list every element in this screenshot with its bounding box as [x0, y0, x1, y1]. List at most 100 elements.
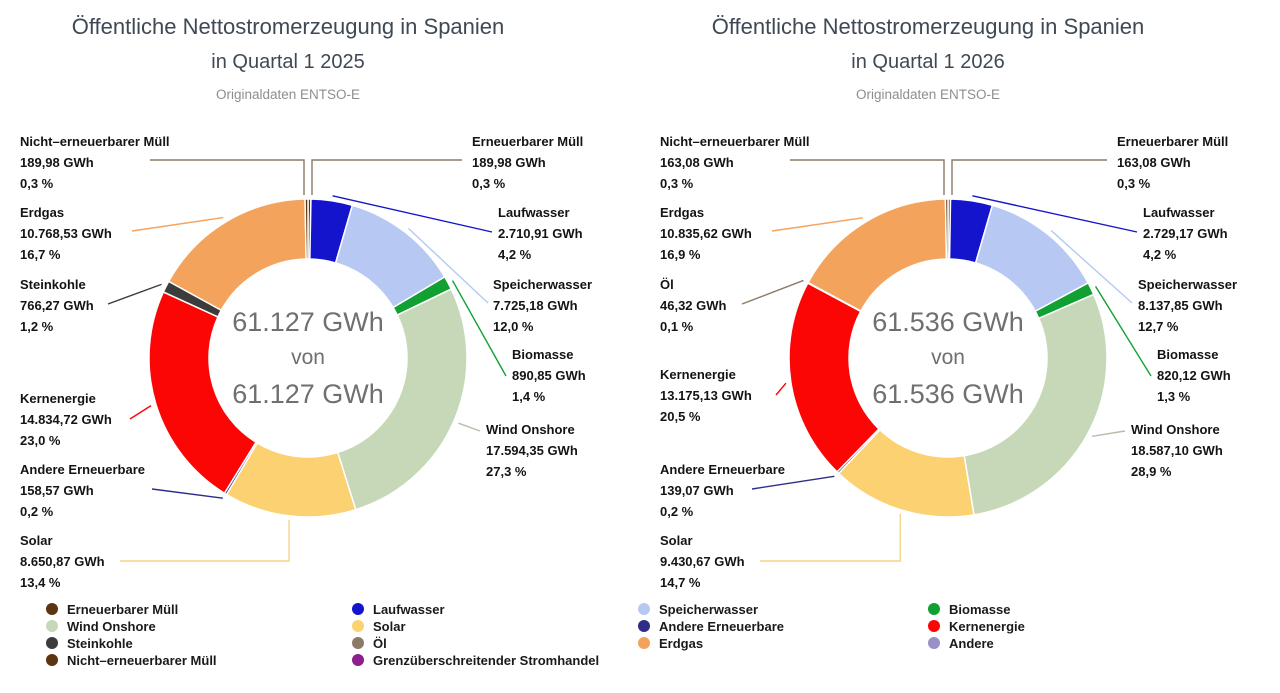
segment-name: Wind Onshore [1131, 422, 1220, 437]
chart2-center-total: 61.536 GWh von 61.536 GWh [828, 304, 1068, 412]
segment-percent: 1,2 % [20, 319, 54, 334]
legend-label: Öl [373, 635, 387, 651]
leader-line-ol-chart2 [741, 279, 804, 305]
legend-label: Steinkohle [67, 635, 133, 651]
leader-line-wind-onshore-chart1 [458, 422, 481, 432]
chart2-center-line1: 61.536 GWh [872, 307, 1024, 337]
segment-value: 10.835,62 GWh [660, 226, 752, 241]
legend-label: Erdgas [659, 635, 704, 651]
chart2-title: Öffentliche Nettostromerzeugung in Spani… [648, 14, 1208, 103]
leader-line-wind-onshore-chart2 [1091, 430, 1126, 437]
leader-line-kernenergie-chart1 [129, 405, 152, 420]
legend-item-nicht-erneuerbarer-mull[interactable]: Nicht–erneuerbarer Müll [46, 653, 217, 668]
leader-line-erdgas-chart1 [131, 216, 224, 232]
label-kernenergie-chart2: Kernenergie 13.175,13 GWh 20,5 % [660, 364, 752, 427]
legend-item-laufwasser[interactable]: Laufwasser [352, 601, 445, 617]
label-erdgas-chart1: Erdgas 10.768,53 GWh 16,7 % [20, 202, 112, 265]
leader-line-andere-erneuerbare-chart1 [151, 488, 223, 499]
segment-name: Erneuerbarer Müll [1117, 134, 1229, 149]
segment-value: 46,32 GWh [660, 298, 727, 313]
label-solar-chart1: Solar 8.650,87 GWh 13,4 % [20, 530, 105, 593]
legend-item-biomasse[interactable]: Biomasse [928, 602, 1010, 617]
label-speicherwasser-chart1: Speicherwasser 7.725,18 GWh 12,0 % [493, 274, 592, 337]
legend-item-andere[interactable]: Andere [928, 636, 994, 651]
chart2-center-line2: von [931, 346, 965, 369]
leader-line-nicht-erneuerbarer-mull-chart1 [150, 159, 305, 195]
segment-nicht-erneuerbarer-mull-chart2[interactable] [944, 198, 949, 260]
legend-dot-erneuerbarer-mull [46, 603, 58, 615]
leader-line-erneuerbarer-mull-chart1 [311, 159, 462, 195]
segment-percent: 20,5 % [660, 409, 701, 424]
leader-line-biomasse-chart2 [1094, 286, 1152, 377]
label-nicht-erneuerbarer-mull-chart2: Nicht–erneuerbarer Müll 163,08 GWh 0,3 % [660, 131, 810, 194]
legend-label: Grenzüberschreitender Stromhandel [373, 652, 600, 668]
label-solar-chart2: Solar 9.430,67 GWh 14,7 % [660, 530, 745, 593]
legend-dot-steinkohle [46, 637, 58, 649]
legend-item-steinkohle[interactable]: Steinkohle [46, 635, 133, 651]
segment-name: Speicherwasser [493, 277, 593, 292]
legend-item-andere-erneuerbare[interactable]: Andere Erneuerbare [638, 618, 784, 634]
segment-name: Laufwasser [1143, 205, 1215, 220]
segment-value: 17.594,35 GWh [486, 443, 578, 458]
segment-percent: 12,0 % [493, 319, 534, 334]
leader-line-speicherwasser-chart2 [1050, 230, 1133, 304]
segment-percent: 1,3 % [1157, 389, 1191, 404]
segment-percent: 1,4 % [512, 389, 546, 404]
legend-item-erneuerbarer-mull[interactable]: Erneuerbarer Müll [46, 602, 178, 617]
legend-dot-wind-onshore [46, 620, 58, 632]
legend-dot-biomasse [928, 603, 940, 615]
legend-item-wind-onshore[interactable]: Wind Onshore [46, 619, 156, 634]
legend-dot-nicht-erneuerbarer-mull [46, 654, 58, 666]
segment-percent: 23,0 % [20, 433, 61, 448]
segment-wind-onshore-chart2[interactable] [963, 293, 1108, 516]
segment-value: 890,85 GWh [512, 368, 586, 383]
legend-item-erdgas[interactable]: Erdgas [638, 635, 704, 651]
segment-percent: 27,3 % [486, 464, 527, 479]
legend-item-solar[interactable]: Solar [352, 619, 406, 634]
leader-line-erdgas-chart2 [771, 217, 863, 232]
segment-name: Öl [660, 277, 674, 292]
segment-wind-onshore-chart1[interactable] [336, 288, 468, 511]
segment-value: 8.650,87 GWh [20, 554, 105, 569]
leader-line-kernenergie-chart2 [775, 382, 787, 396]
legend-label: Andere Erneuerbare [659, 618, 784, 634]
legend-item-speicherwasser[interactable]: Speicherwasser [638, 601, 759, 617]
segment-percent: 0,2 % [20, 504, 54, 519]
label-erdgas-chart2: Erdgas 10.835,62 GWh 16,9 % [660, 202, 752, 265]
legend-label: Speicherwasser [659, 601, 759, 617]
segment-value: 7.725,18 GWh [493, 298, 578, 313]
chart1-subtitle: Originaldaten ENTSO-E [215, 87, 361, 102]
segment-value: 820,12 GWh [1157, 368, 1231, 383]
legend-item-ol[interactable]: Öl [352, 635, 387, 651]
leader-line-nicht-erneuerbarer-mull-chart2 [790, 159, 945, 195]
label-ol-chart2: Öl 46,32 GWh 0,1 % [660, 274, 726, 337]
chart2-title-line2: in Quartal 1 2026 [851, 51, 1005, 73]
segment-value: 158,57 GWh [20, 483, 94, 498]
segment-percent: 4,2 % [1143, 247, 1177, 262]
legend-dot-andere [928, 637, 940, 649]
label-andere-erneuerbare-chart2: Andere Erneuerbare 139,07 GWh 0,2 % [660, 459, 785, 522]
label-wind-onshore-chart1: Wind Onshore 17.594,35 GWh 27,3 % [486, 419, 578, 482]
segment-name: Nicht–erneuerbarer Müll [20, 134, 170, 149]
legend-label: Kernenergie [949, 618, 1025, 634]
leader-line-laufwasser-chart1 [332, 195, 493, 233]
chart1-title: Öffentliche Nettostromerzeugung in Spani… [8, 14, 568, 103]
segment-name: Steinkohle [20, 277, 86, 292]
chart2-title-line1: Öffentliche Nettostromerzeugung in Spani… [711, 14, 1145, 39]
label-laufwasser-chart2: Laufwasser 2.729,17 GWh 4,2 % [1143, 202, 1228, 265]
segment-name: Solar [660, 533, 693, 548]
segment-nicht-erneuerbarer-mull-chart1[interactable] [304, 198, 309, 260]
legend-item-grenzuberschreitender-stromhandel[interactable]: Grenzüberschreitender Stromhandel [352, 652, 600, 668]
label-biomasse-chart1: Biomasse 890,85 GWh 1,4 % [512, 344, 586, 407]
legend-item-kernenergie[interactable]: Kernenergie [928, 618, 1025, 634]
segment-value: 163,08 GWh [660, 155, 734, 170]
legend-label: Laufwasser [373, 601, 445, 617]
leader-line-biomasse-chart1 [451, 280, 507, 377]
segment-erdgas-chart2[interactable] [807, 198, 948, 313]
legend-dot-speicherwasser [638, 603, 650, 615]
chart1-center-line1: 61.127 GWh [232, 307, 384, 337]
label-andere-erneuerbare-chart1: Andere Erneuerbare 158,57 GWh 0,2 % [20, 459, 145, 522]
chart1-center-line2: von [291, 346, 325, 369]
segment-name: Laufwasser [498, 205, 570, 220]
